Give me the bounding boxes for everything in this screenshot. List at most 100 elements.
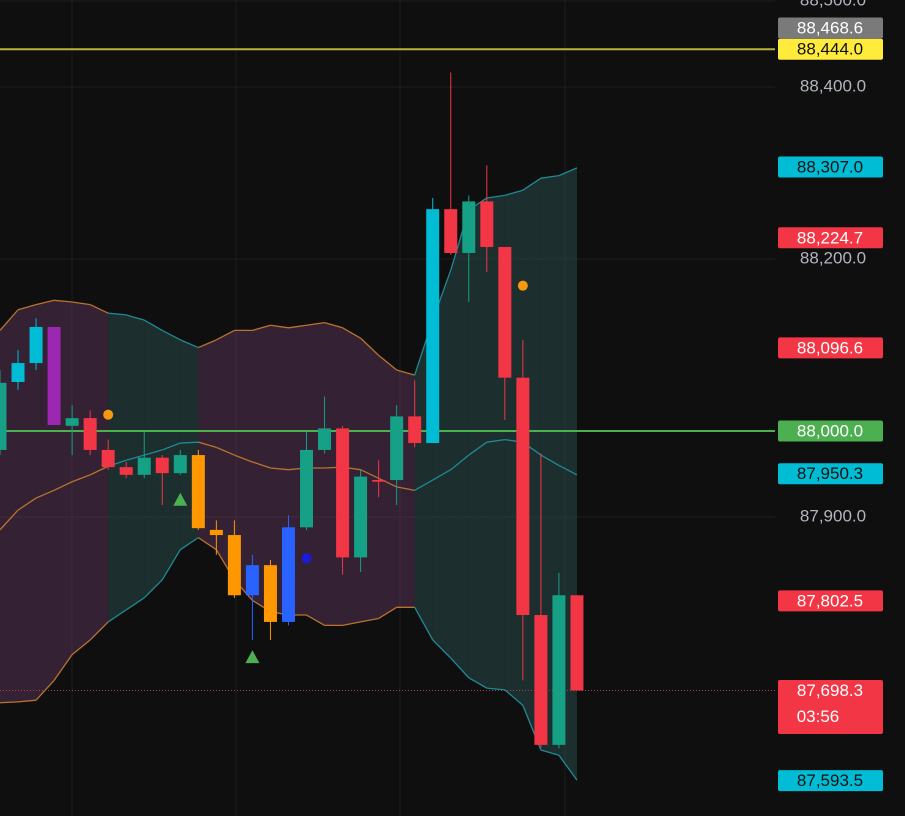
band-line: [432, 469, 452, 481]
y-tick-label: 88,500.0: [800, 0, 866, 10]
price-badge-timer: 03:56: [797, 707, 840, 726]
band-line: [414, 479, 434, 491]
candle-body: [281, 527, 295, 622]
price-badge-label: 88,444.0: [797, 40, 863, 59]
band-line: [414, 606, 434, 641]
candle-body: [263, 565, 277, 622]
band-line: [71, 639, 91, 656]
band-line: [396, 369, 415, 376]
y-tick-label: 88,400.0: [800, 77, 866, 96]
band-fill: [252, 325, 271, 612]
candle-body: [480, 201, 494, 247]
band-line: [35, 489, 55, 499]
band-line: [486, 687, 505, 691]
band-line: [396, 486, 415, 491]
band-line: [198, 441, 217, 448]
candle-body: [209, 529, 223, 536]
candle-body: [65, 418, 79, 426]
price-badge-label: 87,698.3: [797, 681, 863, 700]
band-fill: [90, 304, 109, 640]
candle-body: [516, 377, 530, 616]
band-line: [162, 442, 181, 451]
band-line: [161, 549, 181, 581]
band-line: [180, 441, 199, 444]
price-badge-label: 88,000.0: [797, 421, 863, 440]
band-line: [17, 303, 37, 311]
candle-body: [552, 595, 566, 745]
band-line: [0, 701, 19, 704]
band-line: [342, 621, 361, 626]
band-line: [504, 689, 524, 706]
band-line: [161, 329, 181, 341]
band-line: [558, 167, 578, 177]
band-line: [252, 461, 271, 469]
band-line: [234, 454, 253, 463]
price-badge-label: 87,802.5: [797, 591, 863, 610]
candle-body: [47, 326, 61, 425]
candle-body: [336, 428, 350, 558]
band-fill: [216, 330, 235, 580]
band-line: [89, 465, 109, 476]
band-line: [270, 467, 289, 471]
band-line: [53, 481, 73, 491]
band-line: [72, 301, 91, 306]
price-badge: [778, 463, 883, 485]
band-line: [360, 617, 379, 623]
band-line: [252, 324, 271, 332]
band-line: [378, 606, 398, 620]
marker-triangle: [245, 650, 260, 664]
candle-body: [245, 565, 259, 596]
band-line: [17, 699, 37, 703]
candle-body: [173, 455, 187, 474]
band-line: [17, 497, 37, 511]
band-line: [288, 324, 307, 329]
price-badge: [778, 770, 883, 792]
band-line: [143, 579, 163, 599]
band-line: [53, 654, 73, 681]
price-badge-label: 88,468.6: [797, 19, 863, 38]
vertical-grid: [71, 0, 566, 816]
candle-body: [0, 382, 7, 450]
price-badge: [778, 420, 883, 442]
band-line: [360, 469, 379, 479]
band-line: [504, 189, 524, 197]
band-line: [180, 339, 199, 349]
band-line: [486, 194, 505, 199]
band-line: [522, 177, 542, 191]
price-badge-label: 87,950.3: [797, 464, 863, 483]
band-fill: [234, 330, 253, 601]
band-line: [540, 454, 560, 466]
band-line: [143, 319, 163, 331]
candle-body: [444, 209, 458, 253]
band-line: [125, 597, 145, 611]
candle-body: [570, 595, 584, 691]
marker-dot: [517, 280, 528, 291]
band-fill: [108, 313, 127, 622]
band-line: [432, 639, 452, 659]
band-line: [450, 657, 470, 679]
band-line: [378, 354, 398, 371]
band-line: [126, 454, 145, 461]
y-tick-label: 87,900.0: [800, 506, 866, 525]
marker-dot: [301, 553, 312, 564]
price-badge: [778, 679, 883, 734]
candle-body: [11, 363, 25, 382]
candle-body: [318, 428, 332, 450]
band-line: [89, 621, 109, 641]
candle-body: [372, 480, 386, 482]
band-line: [107, 609, 127, 623]
price-badge: [778, 227, 883, 249]
marker-dot: [103, 409, 114, 420]
candle-body: [390, 416, 404, 481]
band-line: [126, 314, 145, 321]
band-line: [216, 446, 235, 456]
candle-body: [300, 449, 314, 528]
band-line: [0, 309, 19, 331]
candle-body: [534, 615, 548, 745]
band-line: [35, 299, 55, 306]
candle-body: [137, 457, 151, 475]
price-badge: [778, 38, 883, 60]
y-tick-label: 88,200.0: [800, 248, 866, 267]
band-fill: [468, 197, 487, 689]
